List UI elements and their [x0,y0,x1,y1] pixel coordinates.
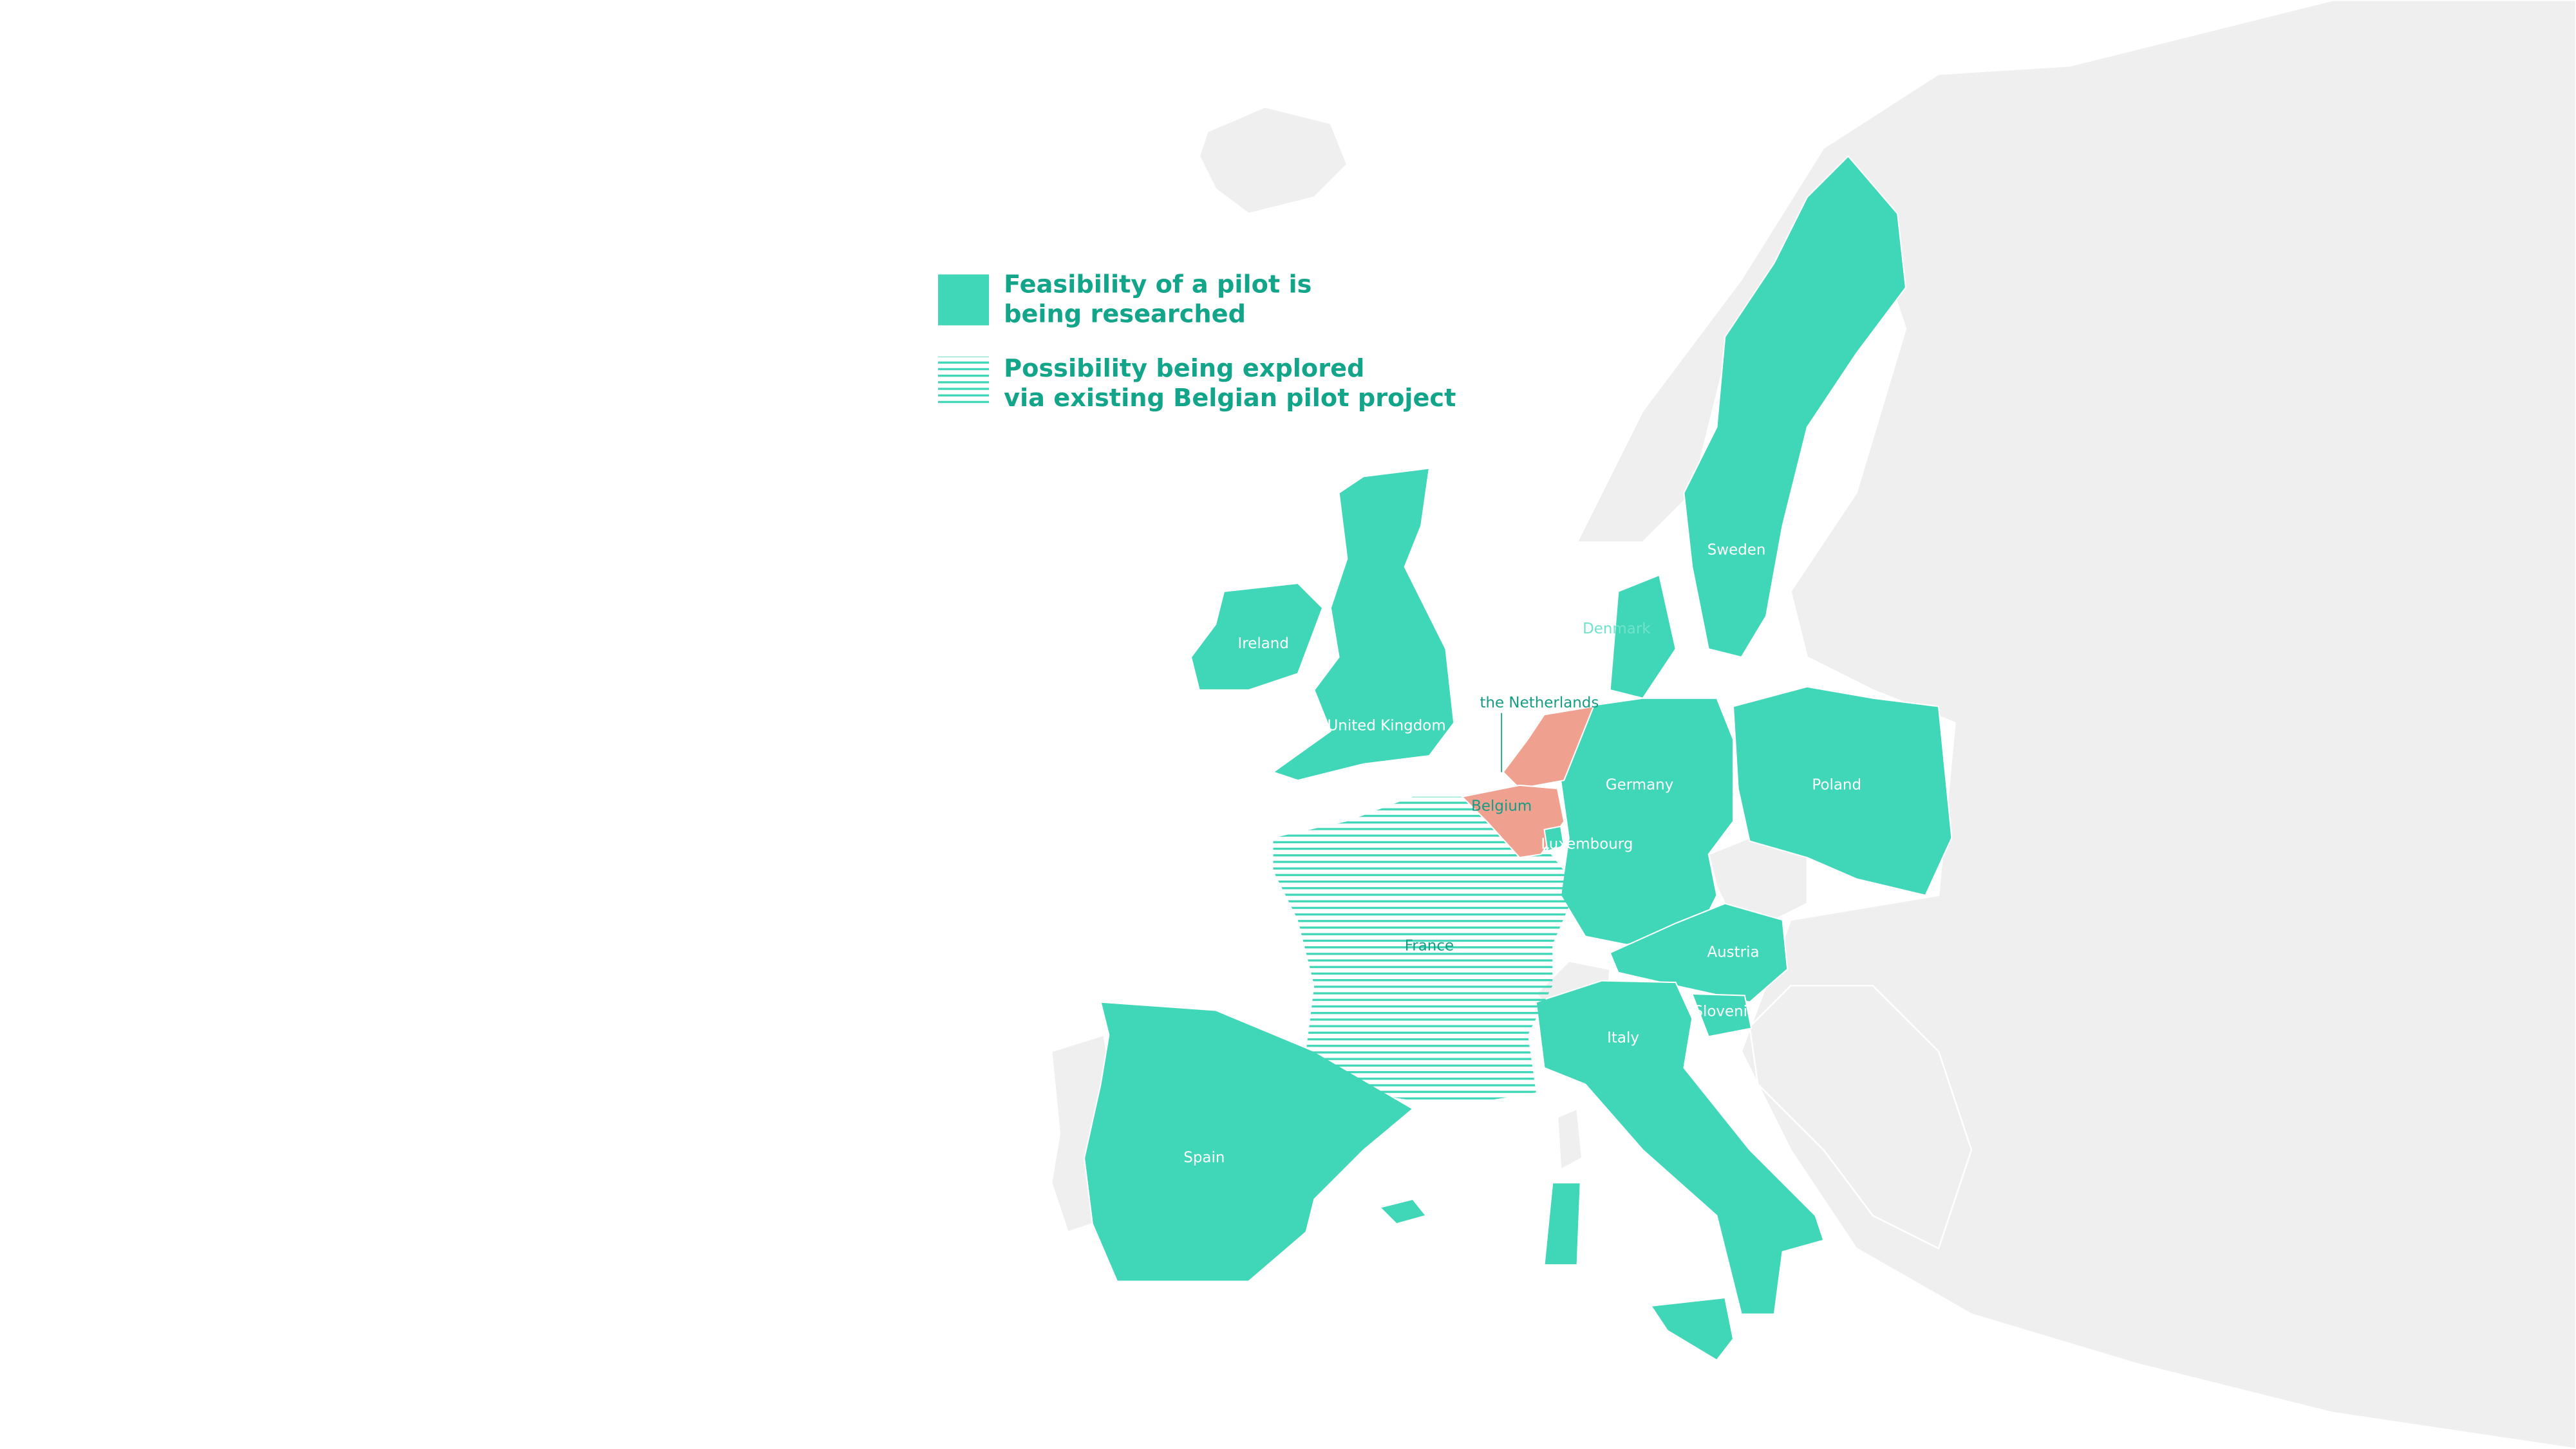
ireland [1190,582,1324,691]
legend-text: Feasibility of a pilot is [1004,270,1312,299]
countries [1084,155,1953,1361]
iceland [1198,106,1348,215]
austria [1609,902,1789,1003]
label-germany: Germany [1606,776,1674,793]
uk [1272,467,1455,781]
poland [1732,686,1953,897]
legend: Feasibility of a pilot is being research… [937,270,1456,413]
label-sweden: Sweden [1707,542,1766,559]
sweden [1683,155,1906,659]
label-poland: Poland [1812,776,1861,793]
label-spain: Spain [1183,1150,1225,1166]
luxembourg [1543,825,1565,852]
france [1273,796,1577,1101]
background-land [1050,0,2576,1449]
legend-swatch [937,274,990,326]
label-france: France [1405,937,1454,954]
legend-text: being researched [1004,300,1246,329]
legend-swatch [937,356,990,408]
balearics [1378,1198,1427,1225]
label-ireland: Ireland [1238,635,1289,652]
slovenia [1691,993,1753,1038]
label-netherlands: the Netherlands [1480,695,1599,711]
country-labels: Sweden Denmark Ireland United Kingdom th… [1183,542,1861,1166]
legend-text: Possibility being explored [1004,354,1364,383]
legend-text: via existing Belgian pilot project [1004,384,1456,413]
sardinia [1543,1182,1581,1266]
label-denmark: Denmark [1583,621,1651,637]
label-austria: Austria [1707,944,1759,961]
label-slovenia: Slovenia [1693,1004,1756,1020]
italy [1535,980,1825,1315]
germany [1560,697,1735,946]
denmark [1609,574,1677,699]
label-italy: Italy [1607,1029,1639,1046]
label-luxembourg: Luxembourg [1541,836,1633,852]
netherlands [1502,706,1595,790]
label-uk: United Kingdom [1327,718,1445,734]
label-belgium: Belgium [1471,798,1532,815]
corsica [1556,1107,1583,1172]
sicily [1650,1296,1735,1361]
balkans [1749,984,1973,1250]
